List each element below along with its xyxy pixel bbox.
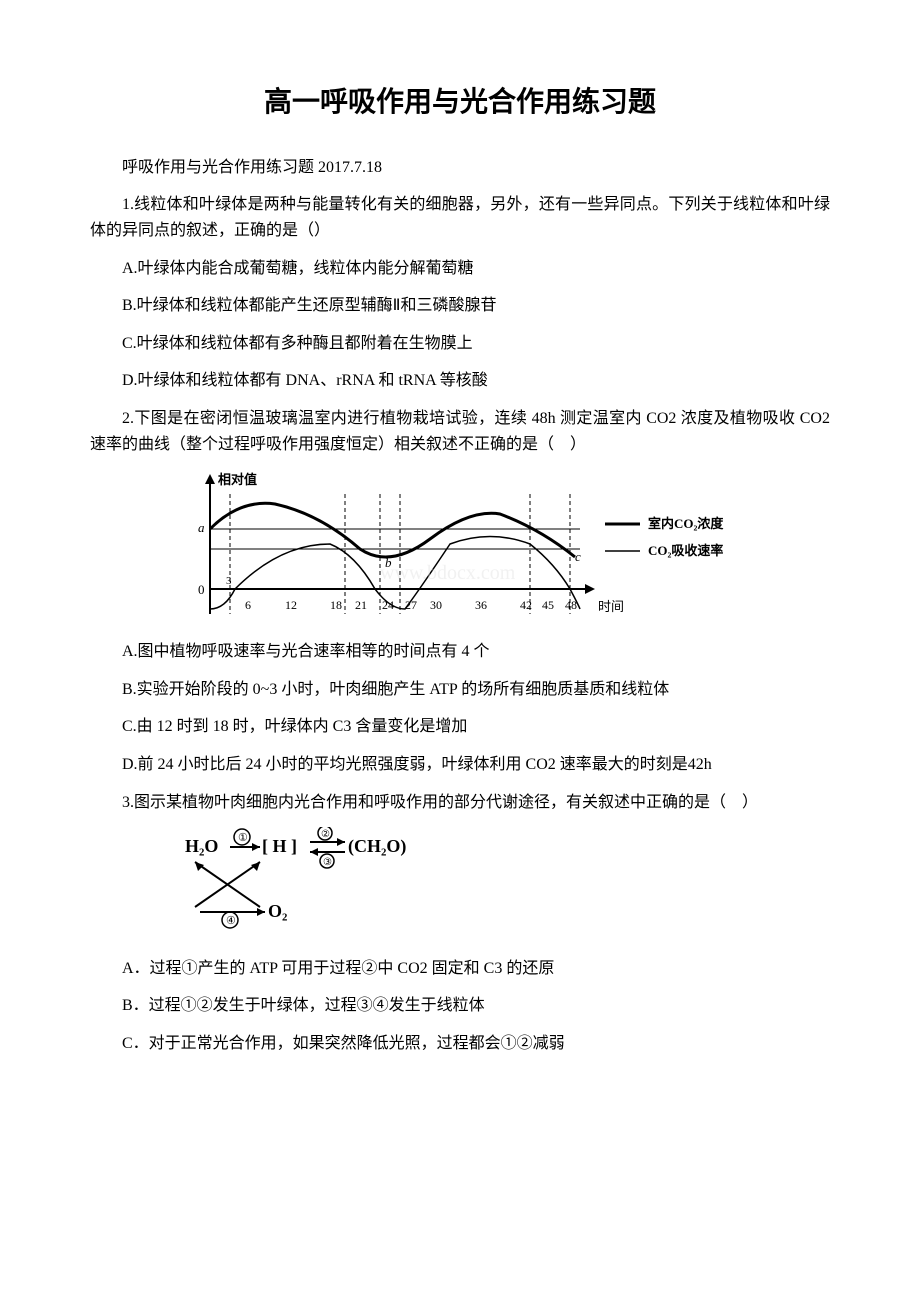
svg-text:0: 0 bbox=[198, 582, 205, 597]
legend-co2-concentration: 室内CO₂浓度 bbox=[648, 516, 724, 531]
chart-ylabel: 相对值 bbox=[218, 472, 257, 487]
q2-option-c: C.由 12 时到 18 时，叶绿体内 C3 含量变化是增加 bbox=[90, 714, 830, 740]
svg-text:21: 21 bbox=[355, 598, 367, 612]
svg-text:3: 3 bbox=[226, 575, 232, 587]
co2-chart-svg: 相对值 时间 a 0 b c 3 6 12 18 21 24 27 30 36 bbox=[180, 469, 740, 629]
legend-co2-rate: CO₂吸收速率 bbox=[648, 543, 723, 558]
q2-option-d: D.前 24 小时比后 24 小时的平均光照强度弱，叶绿体利用 CO2 速率最大… bbox=[90, 752, 830, 778]
svg-text:48: 48 bbox=[565, 598, 577, 612]
q3-stem: 3.图示某植物叶肉细胞内光合作用和呼吸作用的部分代谢途径，有关叙述中正确的是（ … bbox=[90, 790, 830, 816]
q2-chart: 相对值 时间 a 0 b c 3 6 12 18 21 24 27 30 36 bbox=[180, 469, 830, 629]
svg-text:6: 6 bbox=[245, 598, 251, 612]
q1-option-a: A.叶绿体内能合成葡萄糖，线粒体内能分解葡萄糖 bbox=[90, 256, 830, 282]
svg-text:42: 42 bbox=[520, 598, 532, 612]
svg-text:30: 30 bbox=[430, 598, 442, 612]
q2-option-b: B.实验开始阶段的 0~3 小时，叶肉细胞产生 ATP 的场所有细胞质基质和线粒… bbox=[90, 677, 830, 703]
chart-xlabel: 时间 bbox=[598, 599, 624, 614]
diagram-n4: ④ bbox=[226, 915, 236, 927]
svg-text:18: 18 bbox=[330, 598, 342, 612]
svg-text:www.bdocx.com: www.bdocx.com bbox=[380, 562, 516, 584]
diagram-n2: ② bbox=[321, 829, 330, 840]
svg-text:45: 45 bbox=[542, 598, 554, 612]
q1-stem: 1.线粒体和叶绿体是两种与能量转化有关的细胞器，另外，还有一些异同点。下列关于线… bbox=[90, 192, 830, 243]
q1-option-d: D.叶绿体和线粒体都有 DNA、rRNA 和 tRNA 等核酸 bbox=[90, 368, 830, 394]
document-title: 高一呼吸作用与光合作用练习题 bbox=[90, 80, 830, 125]
q3-diagram: H₂O ① [ H ] ② ③ (CH₂O) ④ O₂ bbox=[180, 827, 830, 946]
svg-text:36: 36 bbox=[475, 598, 487, 612]
svg-text:12: 12 bbox=[285, 598, 297, 612]
diagram-o2: O₂ bbox=[268, 901, 287, 921]
q2-stem: 2.下图是在密闭恒温玻璃温室内进行植物栽培试验，连续 48h 测定温室内 CO2… bbox=[90, 406, 830, 457]
diagram-n3: ③ bbox=[323, 857, 332, 868]
q3-option-c: C．对于正常光合作用，如果突然降低光照，过程都会①②减弱 bbox=[90, 1031, 830, 1057]
q1-option-b: B.叶绿体和线粒体都能产生还原型辅酶Ⅱ和三磷酸腺苷 bbox=[90, 293, 830, 319]
q1-option-c: C.叶绿体和线粒体都有多种酶且都附着在生物膜上 bbox=[90, 331, 830, 357]
diagram-h: [ H ] bbox=[262, 836, 297, 856]
metabolic-diagram-svg: H₂O ① [ H ] ② ③ (CH₂O) ④ O₂ bbox=[180, 827, 440, 937]
diagram-h2o: H₂O bbox=[185, 836, 218, 856]
q2-option-a: A.图中植物呼吸速率与光合速率相等的时间点有 4 个 bbox=[90, 639, 830, 665]
chart-label-a: a bbox=[198, 520, 205, 535]
svg-text:27: 27 bbox=[405, 598, 417, 612]
diagram-n1: ① bbox=[238, 832, 248, 844]
q3-option-b: B．过程①②发生于叶绿体，过程③④发生于线粒体 bbox=[90, 993, 830, 1019]
chart-label-c: c bbox=[575, 549, 581, 564]
document-subtitle: 呼吸作用与光合作用练习题 2017.7.18 bbox=[90, 155, 830, 181]
svg-text:24: 24 bbox=[382, 598, 394, 612]
q3-option-a: A．过程①产生的 ATP 可用于过程②中 CO2 固定和 C3 的还原 bbox=[90, 956, 830, 982]
diagram-ch2o: (CH₂O) bbox=[348, 836, 406, 857]
